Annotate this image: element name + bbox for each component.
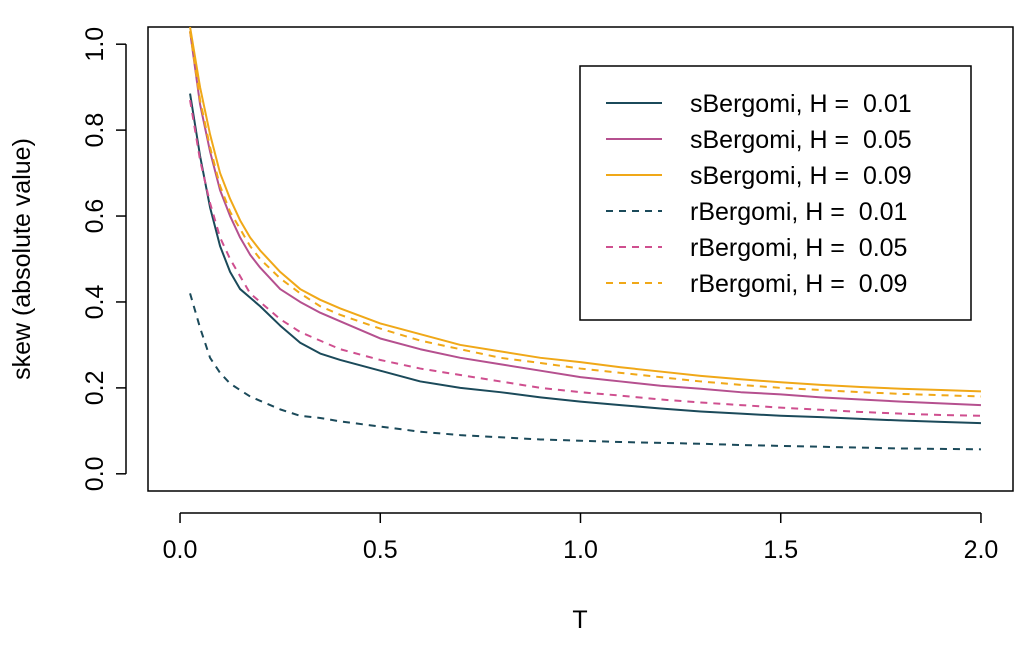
series-line-1: [189, 93, 981, 425]
y-axis-title: skew (absolute value): [8, 138, 36, 380]
x-tick-label: 0.5: [363, 536, 398, 564]
x-tick-label: 1.0: [563, 536, 598, 564]
legend-label: sBergomi, H = 0.01: [690, 90, 912, 118]
series-line-6: [189, 31, 981, 398]
x-tick-label: 1.5: [763, 536, 798, 564]
legend: sBergomi, H = 0.01 sBergomi, H = 0.05 sBer…: [579, 65, 972, 321]
plot-area: [189, 27, 982, 451]
y-tick-label: 1.0: [81, 27, 109, 62]
series-line-2: [189, 31, 982, 407]
y-tick-label: 0.2: [81, 371, 109, 406]
x-axis: 0.0 0.5 1.0 1.5 2.0: [163, 512, 999, 564]
y-axis: 0.0 0.2 0.4 0.6 0.8 1.0: [81, 27, 127, 491]
legend-label: rBergomi, H = 0.01: [690, 198, 907, 226]
x-tick-label: 0.0: [163, 536, 198, 564]
series-line-4: [189, 293, 981, 451]
legend-label: rBergomi, H = 0.09: [690, 270, 907, 298]
y-tick-label: 0.0: [81, 456, 109, 491]
legend-label: sBergomi, H = 0.05: [690, 126, 912, 154]
x-tick-label: 2.0: [964, 536, 999, 564]
y-tick-label: 0.6: [81, 199, 109, 234]
legend-label: sBergomi, H = 0.09: [690, 162, 912, 190]
series-line-3: [189, 27, 981, 393]
legend-label: rBergomi, H = 0.05: [690, 234, 907, 262]
plot-frame: [147, 26, 1014, 492]
series-line-5: [189, 99, 981, 417]
y-tick-label: 0.8: [81, 113, 109, 148]
y-tick-label: 0.4: [81, 284, 109, 319]
x-axis-title: T: [572, 606, 587, 634]
legend-box: [579, 65, 972, 321]
